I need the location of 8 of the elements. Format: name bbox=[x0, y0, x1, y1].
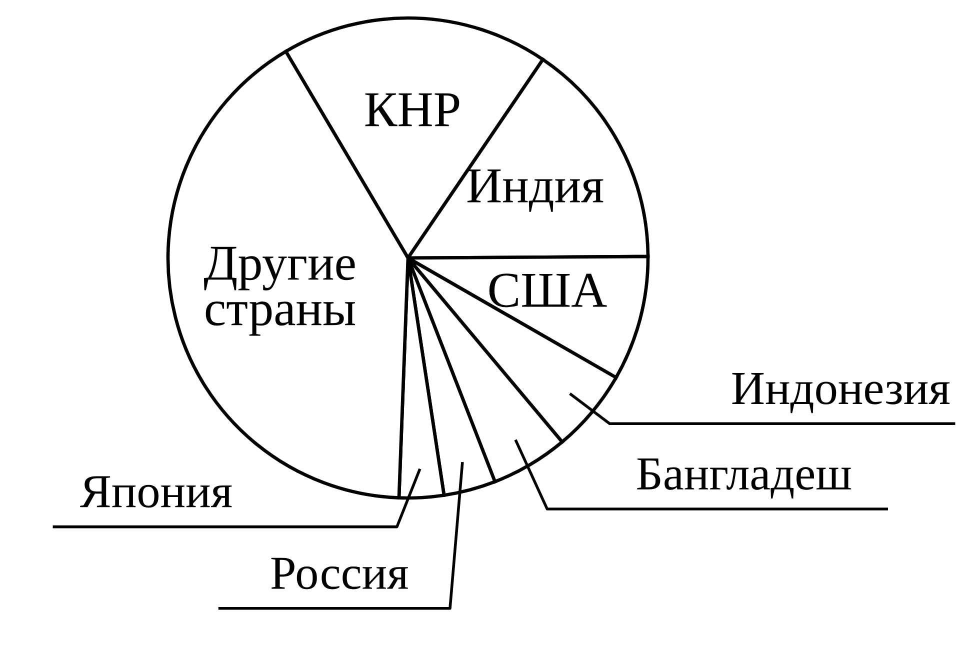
slice-label: КНР bbox=[365, 93, 460, 126]
slice-label: Япония bbox=[80, 476, 232, 508]
slice-label: США bbox=[489, 274, 607, 308]
slice-label: Индия bbox=[467, 170, 604, 212]
slice-label: Другие страны bbox=[204, 246, 355, 336]
slice-label: Индонезия bbox=[732, 373, 950, 414]
slice-label: Бангладеш bbox=[637, 458, 852, 499]
slice-label: Россия bbox=[271, 558, 408, 590]
